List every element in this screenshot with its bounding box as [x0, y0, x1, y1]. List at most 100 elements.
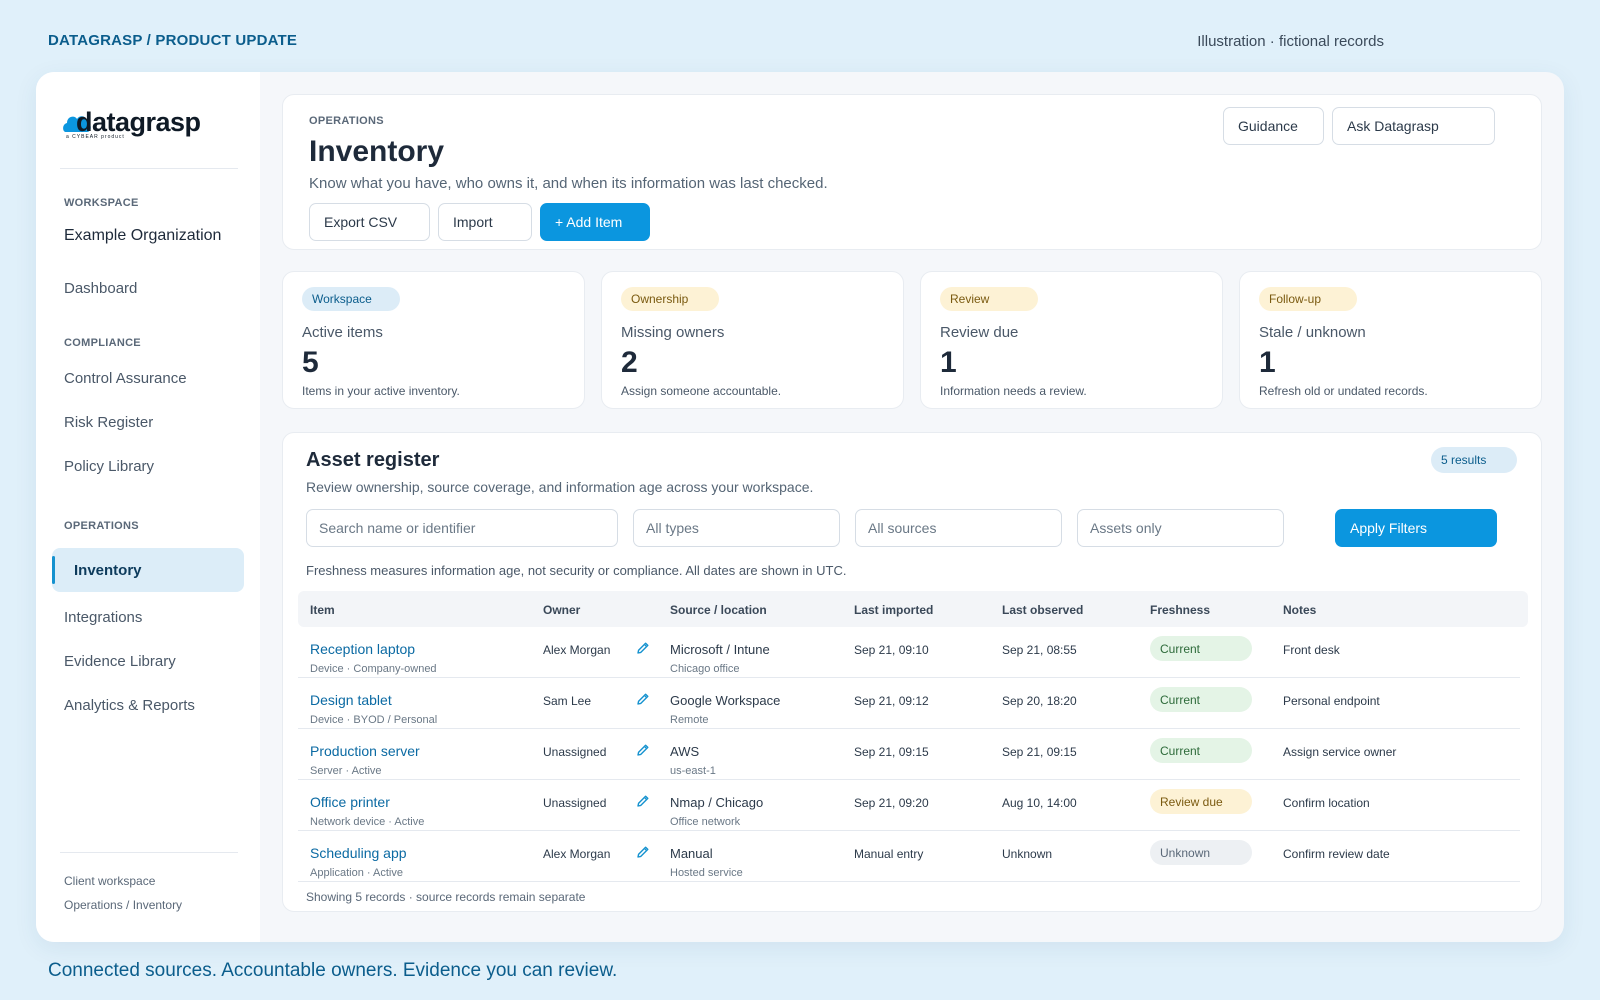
sidebar-item-integrations[interactable]: Integrations: [64, 609, 143, 626]
edit-owner-icon[interactable]: [636, 743, 650, 757]
edit-owner-icon[interactable]: [636, 641, 650, 655]
type-filter-select[interactable]: All types: [633, 509, 840, 547]
stat-value: 5: [302, 346, 319, 379]
ask-datagrasp-button[interactable]: Ask Datagrasp: [1332, 107, 1495, 145]
organization-name[interactable]: Example Organization: [64, 227, 222, 244]
table-row[interactable]: Scheduling app Application · Active Alex M…: [298, 831, 1520, 882]
brand-tag: DATAGRASP / PRODUCT UPDATE: [48, 32, 298, 49]
last-observed: Sep 20, 18:20: [1002, 694, 1077, 708]
sidebar-item-risk-register[interactable]: Risk Register: [64, 414, 154, 431]
sidebar-divider: [60, 168, 238, 169]
column-header-notes[interactable]: Notes: [1283, 603, 1317, 617]
item-meta: Device · BYOD / Personal: [310, 714, 438, 726]
workspace-label: WORKSPACE: [64, 197, 139, 209]
stat-label: Review due: [940, 324, 1019, 341]
sidebar-item-control-assurance[interactable]: Control Assurance: [64, 370, 187, 387]
table-row[interactable]: Office printer Network device · Active Una…: [298, 780, 1520, 831]
source-name: Nmap / Chicago: [670, 795, 764, 810]
freshness-badge: Current: [1150, 738, 1252, 763]
last-observed: Unknown: [1002, 847, 1053, 861]
freshness-note: Freshness measures information age, not …: [306, 563, 847, 578]
main-content: OPERATIONS Inventory Know what you have,…: [260, 72, 1564, 942]
edit-owner-icon[interactable]: [636, 692, 650, 706]
stat-description: Assign someone accountable.: [621, 384, 782, 398]
client-workspace-label: Client workspace: [64, 874, 156, 888]
add-item-button[interactable]: + Add Item: [540, 203, 650, 241]
owner-name: Alex Morgan: [543, 847, 611, 861]
stat-card-stale-unknown: Follow-up Stale / unknown 1 Refresh old …: [1239, 271, 1542, 409]
item-name-link[interactable]: Reception laptop: [310, 641, 416, 657]
stat-card-missing-owners: Ownership Missing owners 2 Assign someon…: [601, 271, 904, 409]
freshness-badge: Current: [1150, 687, 1252, 712]
table-body: Reception laptop Device · Company-owned Al…: [298, 627, 1528, 882]
sidebar-item-evidence-library[interactable]: Evidence Library: [64, 653, 176, 670]
sidebar-item-policy-library[interactable]: Policy Library: [64, 458, 155, 475]
page-subtitle: Know what you have, who owns it, and whe…: [309, 175, 828, 192]
bottom-tagline: Connected sources. Accountable owners. E…: [48, 960, 618, 981]
item-meta: Application · Active: [310, 867, 403, 879]
column-header-item[interactable]: Item: [310, 603, 335, 617]
last-imported: Sep 21, 09:20: [854, 796, 929, 810]
asset-table: Item Owner Source / location Last import…: [298, 591, 1528, 882]
column-header-source[interactable]: Source / location: [670, 603, 767, 617]
source-name: Manual: [670, 846, 713, 861]
item-name-link[interactable]: Production server: [310, 743, 420, 759]
sidebar: datagrasp a CYBEAR product WORKSPACE Exa…: [36, 72, 260, 942]
apply-filters-button[interactable]: Apply Filters: [1335, 509, 1497, 547]
stat-tag: Follow-up: [1259, 287, 1357, 311]
asset-register: Asset register Review ownership, source …: [282, 432, 1542, 912]
freshness-badge: Unknown: [1150, 840, 1252, 865]
table-row[interactable]: Reception laptop Device · Company-owned Al…: [298, 627, 1520, 678]
page-title: Inventory: [309, 135, 445, 168]
item-meta: Network device · Active: [310, 816, 425, 828]
item-name-link[interactable]: Design tablet: [310, 692, 392, 708]
column-header-owner[interactable]: Owner: [543, 603, 581, 617]
illustration-note: Illustration · fictional records: [1197, 33, 1384, 50]
row-notes: Front desk: [1283, 643, 1340, 657]
column-header-last-observed[interactable]: Last observed: [1002, 603, 1084, 617]
sidebar-item-dashboard[interactable]: Dashboard: [64, 280, 138, 297]
last-imported: Manual entry: [854, 847, 924, 861]
sidebar-footer-divider: [60, 852, 238, 853]
register-subtitle: Review ownership, source coverage, and i…: [306, 479, 814, 495]
sidebar-item-inventory[interactable]: Inventory: [52, 548, 244, 592]
svg-text:a CYBEAR product: a CYBEAR product: [66, 134, 125, 140]
search-input[interactable]: Search name or identifier: [306, 509, 618, 547]
source-location: Remote: [670, 714, 709, 726]
stat-value: 1: [940, 346, 957, 379]
owner-name: Unassigned: [543, 796, 607, 810]
stat-description: Refresh old or undated records.: [1259, 384, 1428, 398]
last-imported: Sep 21, 09:10: [854, 643, 929, 657]
column-header-last-imported[interactable]: Last imported: [854, 603, 934, 617]
table-row[interactable]: Production server Server · Active Unassign…: [298, 729, 1520, 780]
row-notes: Confirm location: [1283, 796, 1370, 810]
source-name: Microsoft / Intune: [670, 642, 770, 657]
stat-tag: Workspace: [302, 287, 400, 311]
edit-owner-icon[interactable]: [636, 845, 650, 859]
table-row[interactable]: Design tablet Device · BYOD / Personal Sam…: [298, 678, 1520, 729]
table-header: Item Owner Source / location Last import…: [298, 591, 1528, 627]
export-csv-button[interactable]: Export CSV: [309, 203, 430, 241]
edit-owner-icon[interactable]: [636, 794, 650, 808]
sidebar-breadcrumb: Operations / Inventory: [64, 898, 183, 912]
item-name-link[interactable]: Office printer: [310, 794, 390, 810]
stat-value: 1: [1259, 346, 1276, 379]
datagrasp-logo[interactable]: datagrasp a CYBEAR product: [62, 106, 232, 140]
table-footer: Showing 5 records · source records remai…: [306, 890, 586, 904]
item-name-link[interactable]: Scheduling app: [310, 845, 407, 861]
scope-filter-select[interactable]: Assets only: [1077, 509, 1284, 547]
column-header-freshness[interactable]: Freshness: [1150, 603, 1211, 617]
source-filter-select[interactable]: All sources: [855, 509, 1062, 547]
stat-label: Missing owners: [621, 324, 725, 341]
source-location: Chicago office: [670, 663, 740, 675]
item-meta: Device · Company-owned: [310, 663, 437, 675]
import-button[interactable]: Import: [438, 203, 532, 241]
page-eyebrow: OPERATIONS: [309, 115, 384, 127]
sidebar-item-analytics-reports[interactable]: Analytics & Reports: [64, 697, 195, 714]
stat-description: Information needs a review.: [940, 384, 1087, 398]
guidance-button[interactable]: Guidance: [1223, 107, 1324, 145]
svg-text:datagrasp: datagrasp: [76, 107, 201, 137]
owner-name: Sam Lee: [543, 694, 592, 708]
source-location: Office network: [670, 816, 741, 828]
last-observed: Sep 21, 09:15: [1002, 745, 1077, 759]
